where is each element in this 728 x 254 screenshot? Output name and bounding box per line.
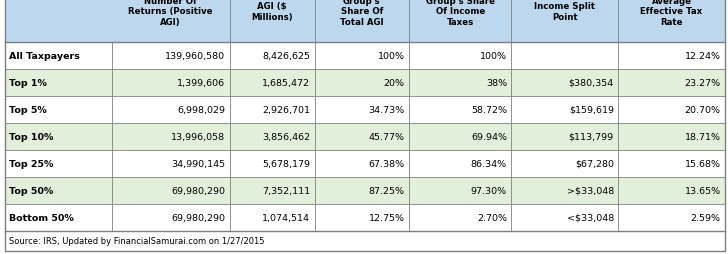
Text: 5,678,179: 5,678,179 [262,159,310,168]
Text: 2.59%: 2.59% [691,213,721,222]
Text: All Taxpayers: All Taxpayers [9,52,80,61]
Text: Top 5%: Top 5% [9,106,47,115]
Text: 100%: 100% [480,52,507,61]
Text: 2.70%: 2.70% [477,213,507,222]
Text: $159,619: $159,619 [569,106,614,115]
Text: 97.30%: 97.30% [471,186,507,195]
Text: 86.34%: 86.34% [471,159,507,168]
Text: AGI ($
Millions): AGI ($ Millions) [251,2,293,22]
Text: 58.72%: 58.72% [471,106,507,115]
Text: 13,996,058: 13,996,058 [171,133,225,141]
Text: 69,980,290: 69,980,290 [171,213,225,222]
Text: 20%: 20% [384,79,405,88]
FancyBboxPatch shape [5,0,725,43]
Text: Average
Effective Tax
Rate: Average Effective Tax Rate [641,0,703,27]
Text: 34,990,145: 34,990,145 [171,159,225,168]
FancyBboxPatch shape [5,43,725,70]
Text: Top 50%: Top 50% [9,186,54,195]
Text: 139,960,580: 139,960,580 [165,52,225,61]
Text: 1,399,606: 1,399,606 [177,79,225,88]
Text: 1,685,472: 1,685,472 [262,79,310,88]
FancyBboxPatch shape [5,123,725,150]
Text: Number Of
Returns (Positive
AGI): Number Of Returns (Positive AGI) [128,0,213,27]
FancyBboxPatch shape [5,231,725,251]
Text: Group's
Share Of
Total AGI: Group's Share Of Total AGI [340,0,384,27]
Text: Top 25%: Top 25% [9,159,54,168]
FancyBboxPatch shape [5,70,725,97]
Text: 7,352,111: 7,352,111 [262,186,310,195]
Text: 87.25%: 87.25% [369,186,405,195]
Text: 2,926,701: 2,926,701 [262,106,310,115]
FancyBboxPatch shape [5,204,725,231]
Text: 8,426,625: 8,426,625 [262,52,310,61]
Text: 23.27%: 23.27% [684,79,721,88]
Text: 12.24%: 12.24% [684,52,721,61]
Text: 20.70%: 20.70% [684,106,721,115]
Text: 12.75%: 12.75% [369,213,405,222]
Text: Group's Share
Of Income
Taxes: Group's Share Of Income Taxes [426,0,495,27]
Text: 15.68%: 15.68% [684,159,721,168]
Text: >$33,048: >$33,048 [566,186,614,195]
Text: 45.77%: 45.77% [369,133,405,141]
Text: 69.94%: 69.94% [471,133,507,141]
Text: 18.71%: 18.71% [684,133,721,141]
Text: 100%: 100% [378,52,405,61]
Text: <$33,048: <$33,048 [566,213,614,222]
Text: Income Split
Point: Income Split Point [534,2,596,22]
FancyBboxPatch shape [5,177,725,204]
FancyBboxPatch shape [5,150,725,177]
Text: 34.73%: 34.73% [368,106,405,115]
Text: Bottom 50%: Bottom 50% [9,213,74,222]
Text: Top 1%: Top 1% [9,79,47,88]
Text: 3,856,462: 3,856,462 [262,133,310,141]
Text: Source: IRS, Updated by FinancialSamurai.com on 1/27/2015: Source: IRS, Updated by FinancialSamurai… [9,236,264,246]
Text: 38%: 38% [486,79,507,88]
Text: $113,799: $113,799 [569,133,614,141]
Text: $67,280: $67,280 [575,159,614,168]
Text: 1,074,514: 1,074,514 [262,213,310,222]
Text: 67.38%: 67.38% [368,159,405,168]
Text: 13.65%: 13.65% [684,186,721,195]
FancyBboxPatch shape [5,97,725,123]
Text: Top 10%: Top 10% [9,133,54,141]
Text: 6,998,029: 6,998,029 [177,106,225,115]
Text: 69,980,290: 69,980,290 [171,186,225,195]
Text: $380,354: $380,354 [569,79,614,88]
